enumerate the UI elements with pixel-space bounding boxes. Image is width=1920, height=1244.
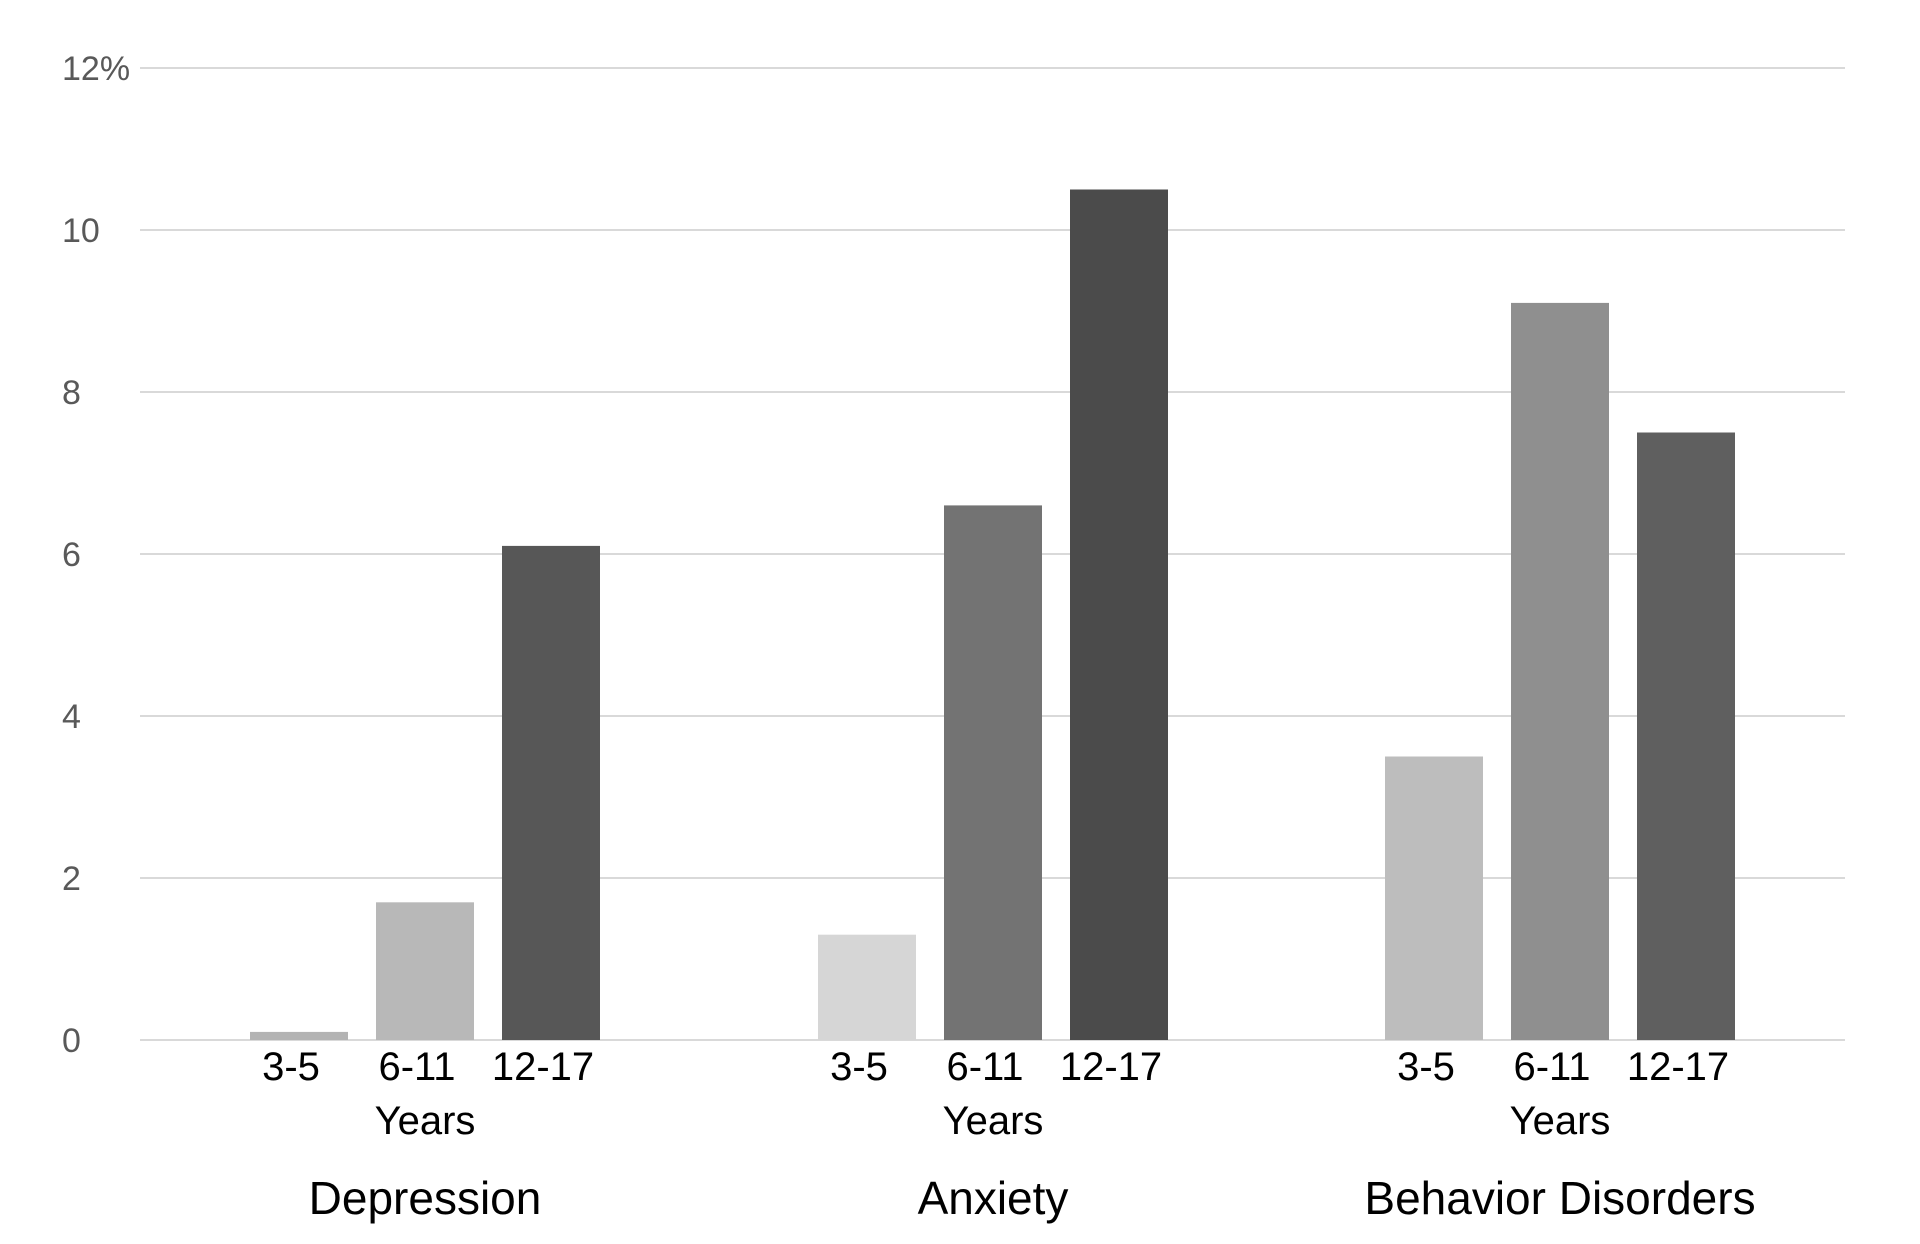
x-tick-label: 12-17 [492,1045,594,1089]
group-label: Depression [309,1172,542,1224]
bar [818,934,916,1040]
x-axis-tick-labels: 3-5 6-11 12-17 3-5 6-11 12-17 3-5 6-11 12-17 [262,1045,1729,1089]
bar [502,545,600,1040]
y-axis-tick-labels: 0 2 4 6 8 10 12% [62,50,130,1060]
bar [376,902,474,1040]
bar [1070,189,1168,1040]
x-tick-label: 3-5 [1397,1045,1455,1089]
group-sublabel: Years [375,1099,476,1143]
x-tick-label: 6-11 [378,1045,455,1089]
bar [1511,302,1609,1040]
y-tick-label: 0 [62,1022,81,1060]
group-label: Behavior Disorders [1364,1172,1755,1224]
group-sublabel: Years [943,1099,1044,1143]
bar [1637,432,1735,1040]
y-tick-label: 12% [62,50,130,88]
group-sublabel: Years [1510,1099,1611,1143]
x-tick-label: 12-17 [1060,1045,1162,1089]
y-tick-label: 8 [62,374,81,412]
x-tick-label: 6-11 [946,1045,1023,1089]
bar [1385,756,1483,1040]
x-tick-label: 3-5 [830,1045,888,1089]
bars [250,189,1735,1040]
bar [944,505,1042,1040]
y-tick-label: 6 [62,536,81,574]
x-tick-label: 3-5 [262,1045,320,1089]
y-tick-label: 2 [62,860,81,898]
x-tick-label: 12-17 [1627,1045,1729,1089]
group-label: Anxiety [918,1172,1069,1224]
y-tick-label: 4 [62,698,81,736]
x-tick-label: 6-11 [1513,1045,1590,1089]
group-labels: Years Depression Years Anxiety Years Behavior… [309,1099,1756,1224]
y-tick-label: 10 [62,212,100,250]
bar [250,1031,348,1040]
